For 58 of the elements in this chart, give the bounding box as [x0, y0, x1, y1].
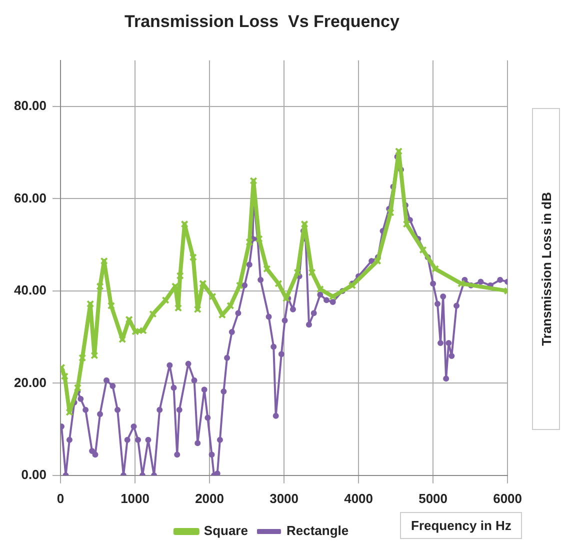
- point: [419, 246, 427, 254]
- point: [189, 253, 197, 262]
- point: [308, 268, 316, 276]
- point: [250, 176, 258, 185]
- point: [86, 300, 94, 308]
- point: [402, 220, 410, 228]
- x-tick-label: 6000: [493, 490, 522, 506]
- point: [139, 326, 148, 334]
- point: [458, 280, 466, 288]
- point: [66, 408, 74, 416]
- point: [208, 292, 216, 300]
- point: [78, 354, 86, 362]
- x-tick-label: 3000: [270, 490, 298, 506]
- point: [386, 208, 394, 216]
- point: [118, 336, 126, 344]
- point: [194, 306, 202, 314]
- x-tick-label: 5000: [418, 490, 448, 506]
- point: [100, 257, 108, 265]
- point: [96, 282, 104, 290]
- x-tick-label: 2000: [195, 490, 224, 506]
- point: [132, 328, 140, 336]
- point: [199, 280, 207, 288]
- legend-label: Rectangle: [286, 523, 349, 538]
- legend-label: Square: [204, 523, 248, 538]
- y-tick-label: 40.00: [14, 282, 47, 298]
- y-tick-label: 20.00: [14, 374, 47, 390]
- point: [226, 302, 234, 310]
- point: [236, 282, 244, 290]
- x-tick-label: 0: [56, 490, 64, 506]
- point: [149, 310, 157, 318]
- point: [300, 220, 308, 228]
- chart-title: Transmission Loss Vs Frequency: [124, 12, 400, 31]
- point: [329, 292, 337, 300]
- point: [74, 384, 82, 392]
- point: [394, 147, 403, 156]
- x-tick-label: 4000: [344, 490, 373, 506]
- point: [60, 372, 69, 380]
- point: [90, 352, 98, 360]
- point: [316, 285, 324, 293]
- y-axis-title: Transmission Loss in dB: [538, 192, 554, 346]
- point: [125, 316, 133, 324]
- x-tick-label: 1000: [120, 490, 150, 506]
- point: [180, 220, 188, 228]
- y-tick-label: 80.00: [14, 98, 47, 114]
- x-axis-title: Frequency in Hz: [400, 512, 522, 539]
- point: [176, 272, 184, 280]
- point: [274, 280, 282, 288]
- point: [246, 238, 254, 246]
- point: [263, 264, 271, 273]
- point: [174, 304, 182, 312]
- point: [348, 282, 356, 290]
- y-tick-label: 60.00: [14, 190, 47, 206]
- point: [107, 302, 116, 310]
- point: [374, 257, 382, 265]
- point: [162, 296, 170, 304]
- point: [431, 264, 440, 273]
- y-tick-label: 0.00: [21, 466, 47, 482]
- point: [294, 268, 302, 276]
